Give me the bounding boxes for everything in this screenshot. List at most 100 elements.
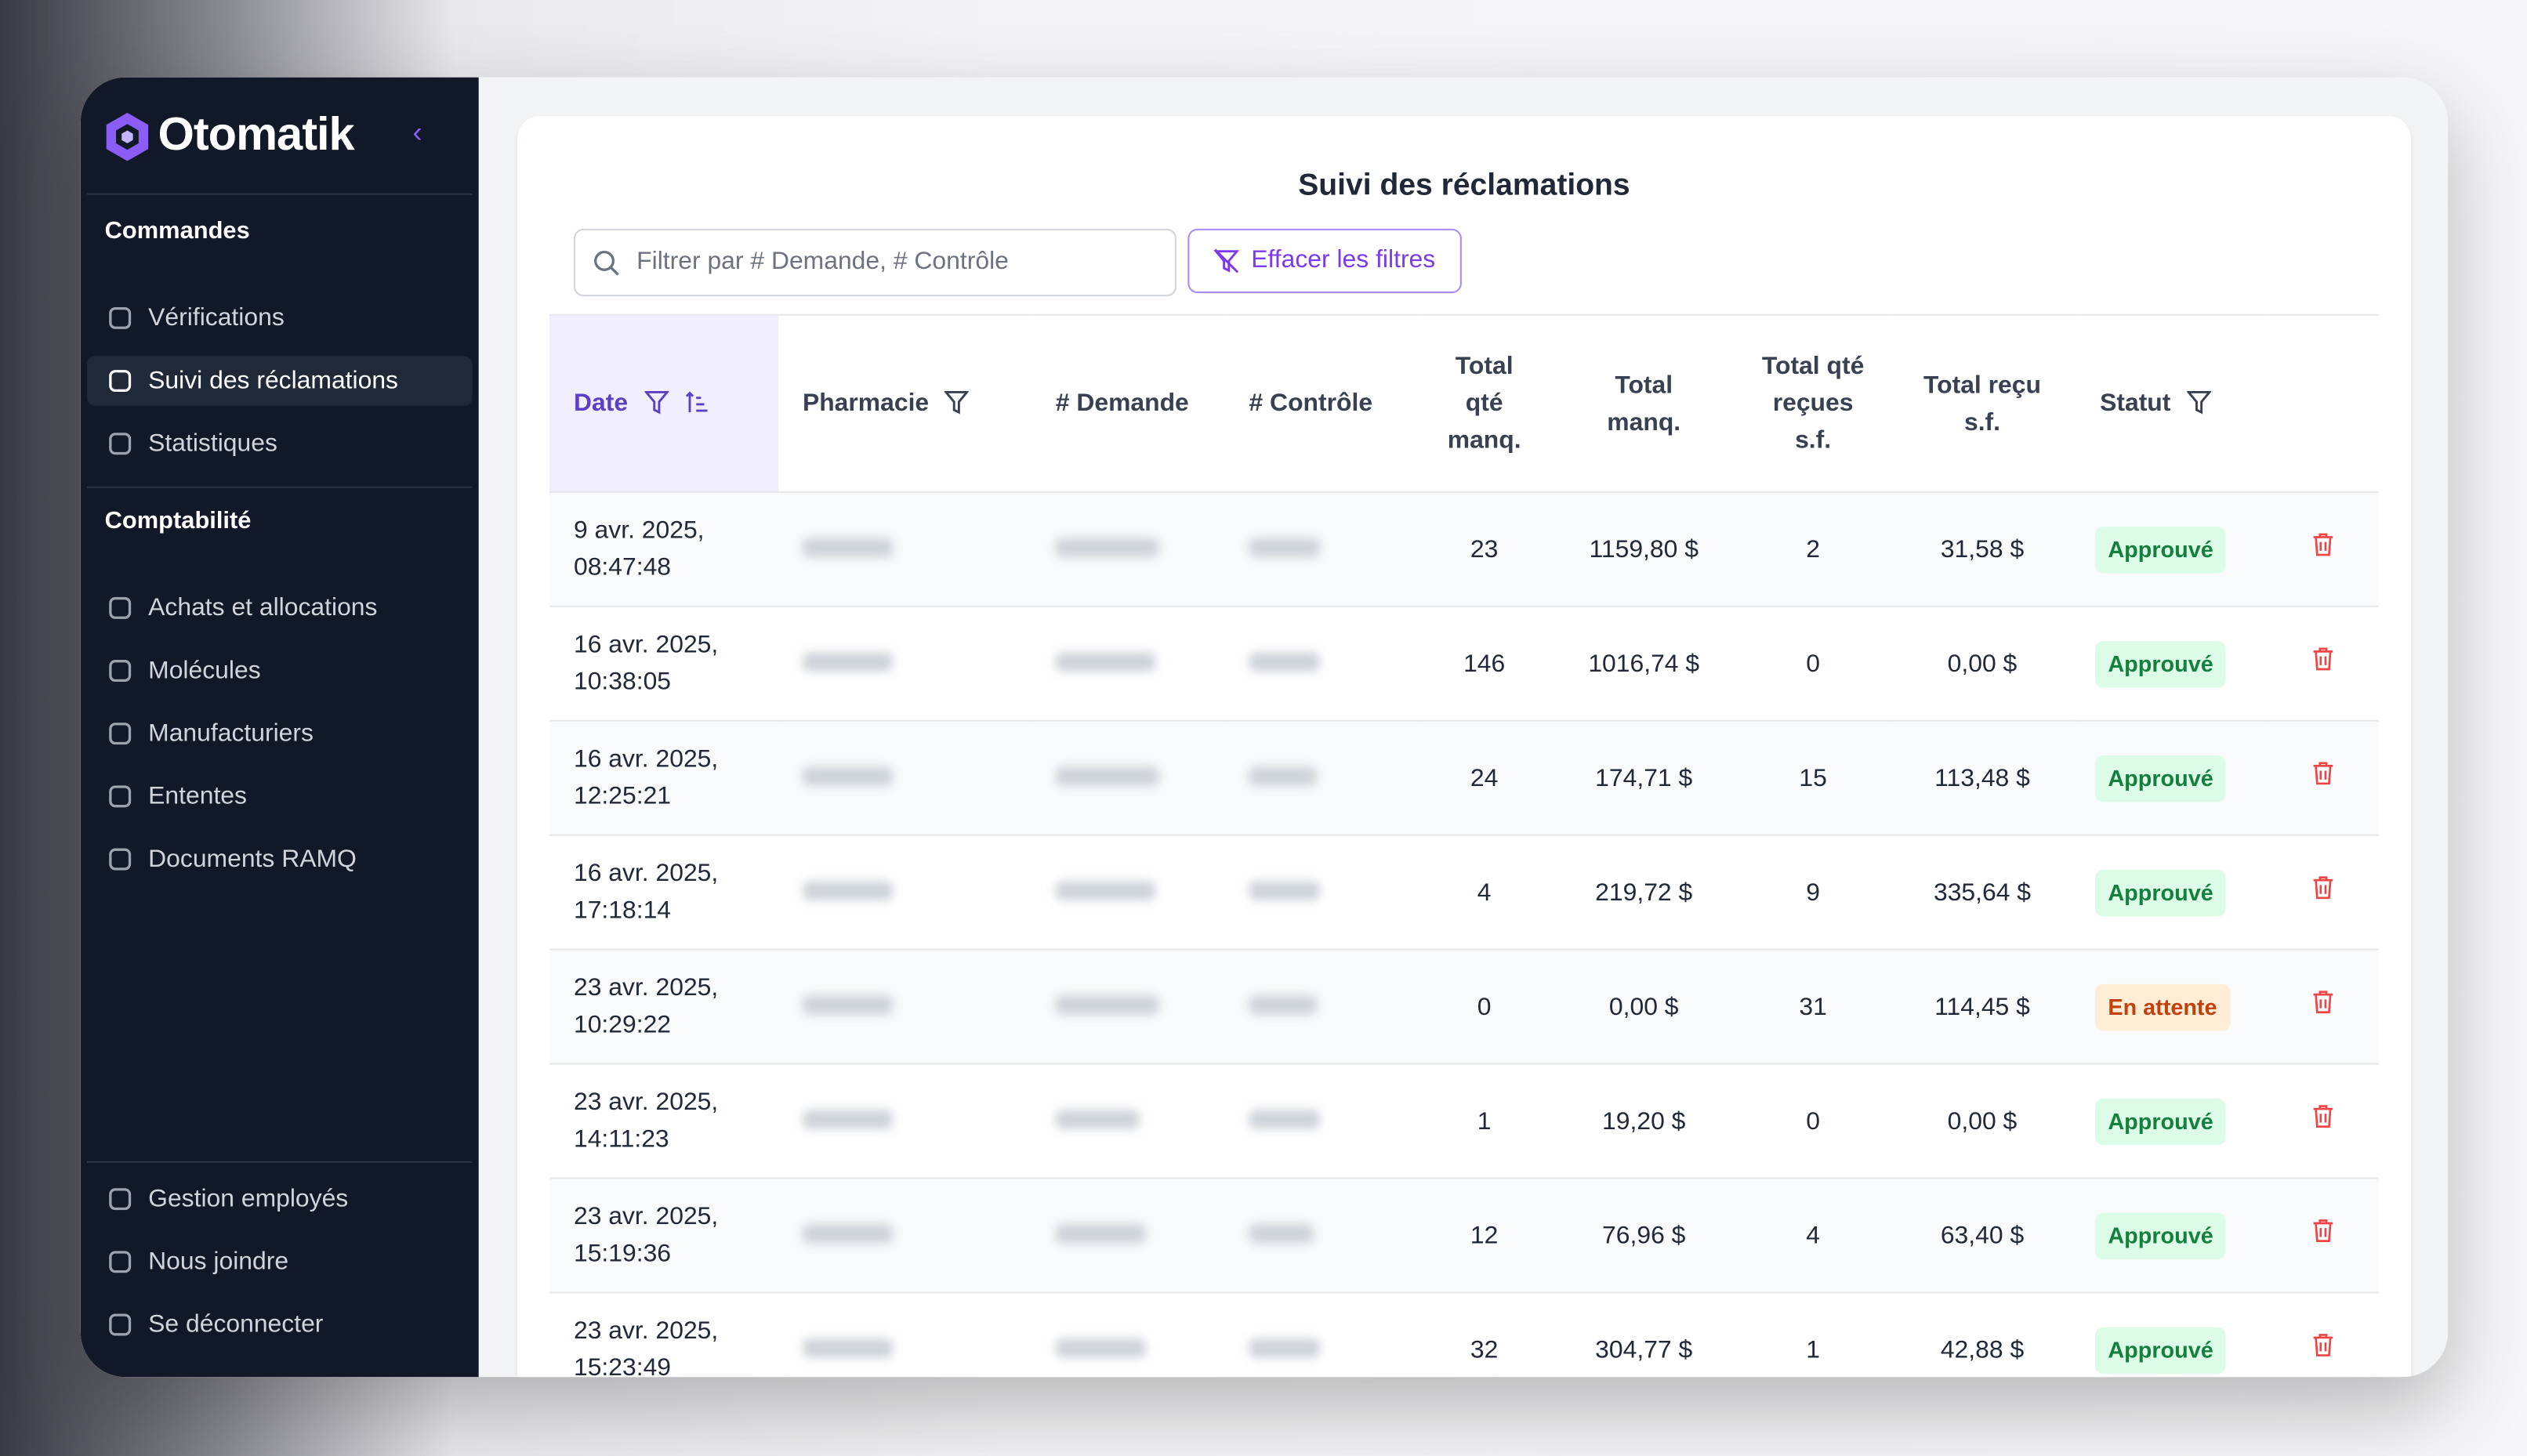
nav-item[interactable]: Molécules	[87, 646, 472, 696]
column-header-label: Statut	[2100, 389, 2171, 418]
nav-item[interactable]: Gestion employés	[87, 1174, 472, 1224]
separator	[87, 193, 473, 195]
nav-icon	[109, 660, 132, 683]
nav-icon	[109, 433, 132, 455]
nav-label: Suivi des réclamations	[148, 366, 399, 394]
nav-item[interactable]: Achats et allocations	[87, 583, 472, 633]
column-header: # Demande	[1031, 313, 1225, 493]
delete-button[interactable]	[2310, 875, 2334, 906]
delete-button[interactable]	[2310, 647, 2334, 677]
search-input[interactable]: Filtrer par # Demande, # Contrôle	[573, 228, 1176, 297]
cell-status: Approuvé	[2076, 720, 2266, 836]
cell-recu: 0,00 $	[1888, 606, 2076, 722]
column-header[interactable]: Statut	[2076, 313, 2266, 493]
nav-item[interactable]: Suivi des réclamations	[87, 356, 473, 406]
cell-status: Approuvé	[2076, 1178, 2266, 1294]
cell-recu: 31,58 $	[1888, 491, 2076, 607]
redacted-text	[802, 651, 894, 672]
column-header-label: Date	[573, 389, 629, 418]
collapse-button[interactable]: ‹	[412, 115, 422, 149]
column-header[interactable]: Date	[549, 313, 779, 493]
nav-item[interactable]: Se déconnecter	[87, 1300, 472, 1350]
status-badge: Approuvé	[2094, 526, 2227, 573]
cell-redacted	[1224, 491, 1419, 607]
cell-date: 23 avr. 2025, 10:29:22	[549, 949, 779, 1065]
table-row: 16 avr. 2025, 12:25:21 24 174,71 $15 113,48…	[549, 720, 2379, 836]
status-badge: Approuvé	[2094, 1097, 2227, 1145]
brand: Otomatik	[158, 109, 354, 161]
nav-label: Vérifications	[148, 303, 285, 331]
table-row: 23 avr. 2025, 15:19:36 12 76,96 $4 63,40 $ A…	[549, 1178, 2379, 1294]
table-body: 9 avr. 2025, 08:47:48 23 1159,80 $2 31,58 $…	[549, 491, 2379, 1378]
table-row: 16 avr. 2025, 10:38:05 146 1016,74 $0 0,00 …	[549, 606, 2379, 722]
separator	[87, 1161, 473, 1163]
cell-redacted	[1224, 1063, 1419, 1179]
cell-redacted	[778, 835, 1031, 951]
redacted-text	[1249, 880, 1320, 900]
cell-recu: 0,00 $	[1888, 1063, 2076, 1179]
cell-redacted	[1031, 1178, 1225, 1294]
nav-label: Nous joindre	[148, 1247, 289, 1275]
cell-actions	[2265, 949, 2379, 1065]
cell-manq: 76,96 $	[1550, 1178, 1738, 1294]
cell-manq: 19,20 $	[1550, 1063, 1738, 1179]
cell-redacted	[1224, 949, 1419, 1065]
status-badge: Approuvé	[2094, 1326, 2227, 1374]
nav-label: Molécules	[148, 656, 261, 684]
delete-button[interactable]	[2310, 1219, 2334, 1249]
search-placeholder: Filtrer par # Demande, # Contrôle	[636, 248, 1009, 276]
cell-redacted	[778, 1292, 1031, 1378]
cell-recu: 113,48 $	[1888, 720, 2076, 836]
cell-redacted	[1031, 949, 1225, 1065]
nav-item[interactable]: Statistiques	[87, 418, 472, 469]
nav-item[interactable]: Nous joindre	[87, 1237, 472, 1287]
clear-filters-label: Effacer les filtres	[1251, 246, 1436, 274]
column-header: # Contrôle	[1224, 313, 1419, 493]
nav-icon	[109, 1188, 132, 1211]
cell-redacted	[778, 1063, 1031, 1179]
delete-button[interactable]	[2310, 532, 2334, 563]
delete-button[interactable]	[2310, 1333, 2334, 1364]
delete-button[interactable]	[2310, 990, 2334, 1020]
column-header-label: Total manq.	[1607, 371, 1681, 436]
cell-redacted	[1224, 1178, 1419, 1294]
nav-label: Gestion employés	[148, 1184, 349, 1212]
cell-actions	[2265, 491, 2379, 607]
cell-redacted	[778, 606, 1031, 722]
cell-actions	[2265, 835, 2379, 951]
cell-actions	[2265, 720, 2379, 836]
cell-manq: 304,77 $	[1550, 1292, 1738, 1378]
cell-qte-recues: 2	[1737, 491, 1889, 607]
cell-date: 23 avr. 2025, 15:23:49	[549, 1292, 779, 1378]
redacted-text	[1055, 1109, 1140, 1128]
delete-button[interactable]	[2310, 1104, 2334, 1135]
status-badge: Approuvé	[2094, 639, 2227, 687]
redacted-text	[1055, 537, 1159, 557]
nav-label: Documents RAMQ	[148, 845, 357, 872]
cell-redacted	[1224, 606, 1419, 722]
delete-button[interactable]	[2310, 761, 2334, 791]
cell-qte-manq: 0	[1418, 949, 1550, 1065]
nav-icon	[109, 723, 132, 745]
redacted-text	[1249, 1109, 1320, 1128]
nav-label: Ententes	[148, 781, 247, 809]
column-header: Total qté reçues s.f.	[1737, 313, 1889, 493]
column-header[interactable]: Pharmacie	[778, 313, 1031, 493]
nav-icon	[109, 1313, 132, 1336]
clear-filters-button[interactable]: Effacer les filtres	[1187, 228, 1462, 294]
cell-date: 16 avr. 2025, 10:38:05	[549, 606, 779, 722]
nav-item[interactable]: Manufacturiers	[87, 708, 472, 759]
redacted-text	[1249, 1223, 1314, 1243]
cell-qte-recues: 31	[1737, 949, 1889, 1065]
cell-qte-recues: 1	[1737, 1292, 1889, 1378]
redacted-text	[802, 1109, 894, 1128]
cell-recu: 114,45 $	[1888, 949, 2076, 1065]
nav-label: Statistiques	[148, 429, 277, 457]
status-badge: Approuvé	[2094, 754, 2227, 802]
nav-item[interactable]: Documents RAMQ	[87, 835, 472, 885]
cell-redacted	[1031, 835, 1225, 951]
logo-icon	[106, 111, 149, 161]
redacted-text	[1055, 994, 1159, 1014]
nav-item[interactable]: Ententes	[87, 771, 472, 821]
nav-item[interactable]: Vérifications	[87, 293, 472, 343]
